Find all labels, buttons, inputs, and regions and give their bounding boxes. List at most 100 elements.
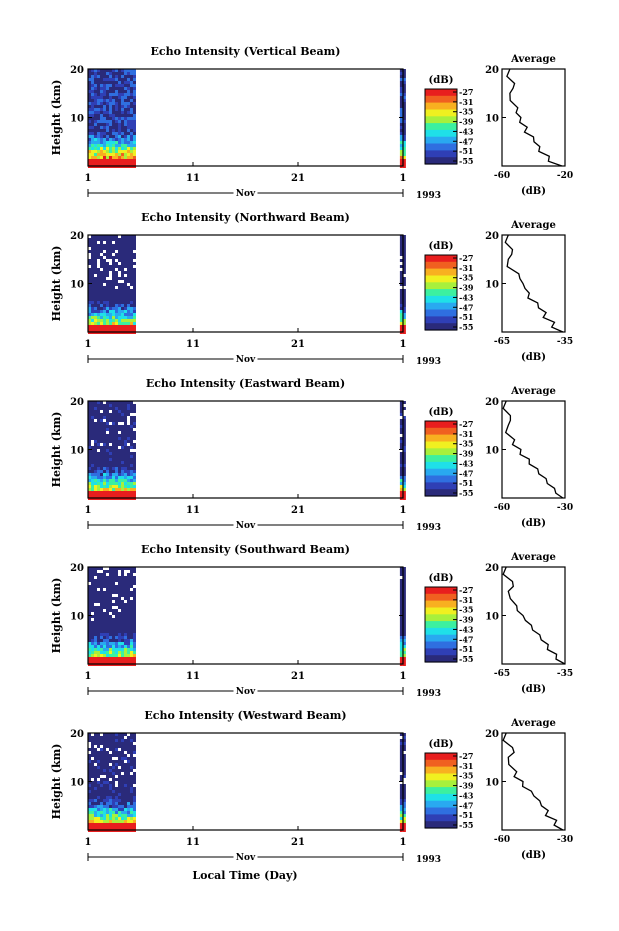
heatmap-cell xyxy=(127,138,130,141)
heatmap-cell xyxy=(106,247,109,250)
heatmap-cell xyxy=(91,808,94,811)
heatmap-cell xyxy=(399,446,403,449)
heatmap-cell xyxy=(127,784,130,787)
heatmap-cell xyxy=(112,736,115,739)
x-tick-label: 11 xyxy=(186,173,200,184)
heatmap-cell xyxy=(133,748,136,751)
heatmap-cell xyxy=(94,78,97,81)
heatmap-cell xyxy=(88,268,91,271)
heatmap-cell xyxy=(94,102,97,105)
heatmap-cell xyxy=(94,618,97,621)
heatmap-cell xyxy=(88,301,91,304)
heatmap-cell xyxy=(127,328,130,331)
heatmap-cell xyxy=(100,69,103,72)
heatmap-cell xyxy=(118,147,121,150)
heatmap-cell xyxy=(127,114,130,117)
heatmap-cell xyxy=(109,283,112,286)
heatmap-cell xyxy=(399,814,403,817)
heatmap-cell xyxy=(112,488,115,491)
heatmap-cell xyxy=(402,582,406,585)
heatmap-cell xyxy=(103,144,106,147)
heatmap-cell xyxy=(124,772,127,775)
heatmap-cell xyxy=(127,621,130,624)
heatmap-cell xyxy=(399,283,403,286)
heatmap-cell xyxy=(118,817,121,820)
heatmap-cell xyxy=(118,627,121,630)
heatmap-cell xyxy=(399,479,403,482)
heatmap-cell xyxy=(106,733,109,736)
heatmap-cell xyxy=(133,310,136,313)
heatmap-cell xyxy=(103,244,106,247)
heatmap-cell xyxy=(88,123,91,126)
heatmap-cell xyxy=(88,413,91,416)
heatmap-cell xyxy=(115,440,118,443)
heatmap-cell xyxy=(399,235,403,238)
heatmap-cell xyxy=(100,413,103,416)
heatmap-cell xyxy=(88,325,91,328)
heatmap-cell xyxy=(91,153,94,156)
heatmap-cell xyxy=(112,328,115,331)
heatmap-cell xyxy=(100,461,103,464)
heatmap-cell xyxy=(130,811,133,814)
heatmap-cell xyxy=(100,757,103,760)
colorbar-segment xyxy=(425,627,457,636)
heatmap-cell xyxy=(399,307,403,310)
heatmap-cell xyxy=(94,606,97,609)
heatmap-cell xyxy=(112,657,115,660)
heatmap-cell xyxy=(121,328,124,331)
heatmap-cell xyxy=(127,464,130,467)
heatmap-cell xyxy=(127,473,130,476)
heatmap-cell xyxy=(109,811,112,814)
heatmap-cell xyxy=(127,69,130,72)
heatmap-cell xyxy=(127,425,130,428)
heatmap-cell xyxy=(127,126,130,129)
heatmap-cell xyxy=(127,585,130,588)
heatmap-cell xyxy=(91,814,94,817)
heatmap-cell xyxy=(94,615,97,618)
heatmap-cell xyxy=(97,636,100,639)
heatmap-cell xyxy=(100,238,103,241)
heatmap-cell xyxy=(91,597,94,600)
heatmap-cell xyxy=(91,253,94,256)
heatmap-cell xyxy=(115,126,118,129)
heatmap-cell xyxy=(109,108,112,111)
heatmap-cell xyxy=(130,304,133,307)
heatmap-cell xyxy=(88,274,91,277)
panel-title: Echo Intensity (Westward Beam) xyxy=(144,709,346,722)
heatmap-cell xyxy=(124,657,127,660)
heatmap-cell xyxy=(103,156,106,159)
heatmap-cell xyxy=(118,826,121,829)
heatmap-cell xyxy=(106,286,109,289)
heatmap-cell xyxy=(115,766,118,769)
heatmap-cell xyxy=(121,485,124,488)
heatmap-cell xyxy=(133,657,136,660)
heatmap-cell xyxy=(127,766,130,769)
heatmap-cell xyxy=(109,292,112,295)
heatmap-cell xyxy=(94,316,97,319)
average-profile-line xyxy=(506,68,563,167)
heatmap-cell xyxy=(115,603,118,606)
heatmap-cell xyxy=(130,651,133,654)
heatmap-cell xyxy=(118,117,121,120)
heatmap-cell xyxy=(106,745,109,748)
heatmap-cell xyxy=(88,431,91,434)
heatmap-cell xyxy=(130,238,133,241)
heatmap-cell xyxy=(94,325,97,328)
heatmap-cell xyxy=(106,413,109,416)
heatmap-cell xyxy=(121,413,124,416)
heatmap-cell xyxy=(127,153,130,156)
heatmap-cell xyxy=(94,238,97,241)
heatmap-cell xyxy=(88,81,91,84)
heatmap-cell xyxy=(402,491,406,494)
heatmap-cell xyxy=(94,271,97,274)
heatmap-cell xyxy=(121,78,124,81)
heatmap-cell xyxy=(88,639,91,642)
heatmap-cell xyxy=(124,292,127,295)
heatmap-cell xyxy=(103,301,106,304)
heatmap-cell xyxy=(106,132,109,135)
heatmap-cell xyxy=(103,651,106,654)
heatmap-cell xyxy=(88,286,91,289)
heatmap-cell xyxy=(106,615,109,618)
heatmap-cell xyxy=(91,407,94,410)
heatmap-cell xyxy=(399,93,403,96)
